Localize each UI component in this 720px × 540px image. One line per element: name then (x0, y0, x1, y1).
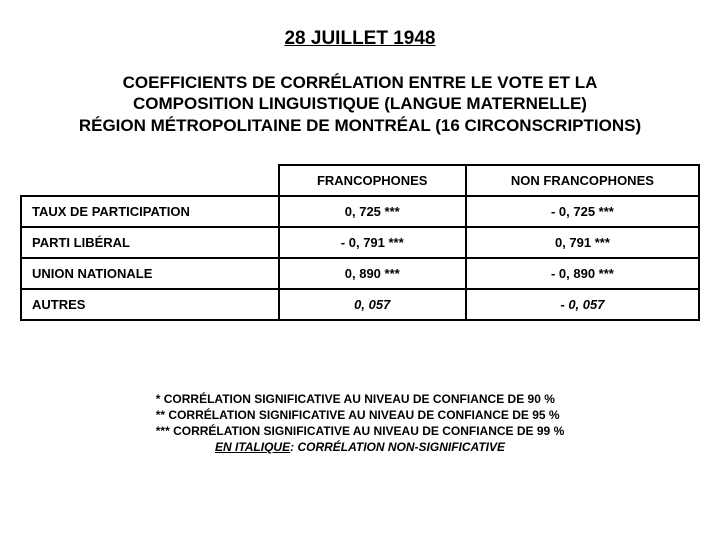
cell-nonfranco: - 0, 057 (466, 289, 699, 320)
row-label: PARTI LIBÉRAL (21, 227, 279, 258)
row-label: UNION NATIONALE (21, 258, 279, 289)
header-empty (21, 165, 279, 196)
cell-franco: - 0, 791 *** (279, 227, 466, 258)
legend-90: * CORRÉLATION SIGNIFICATIVE AU NIVEAU DE… (156, 391, 565, 407)
table-header-row: FRANCOPHONES NON FRANCOPHONES (21, 165, 699, 196)
cell-franco: 0, 725 *** (279, 196, 466, 227)
correlation-table: FRANCOPHONES NON FRANCOPHONES TAUX DE PA… (20, 164, 700, 321)
cell-nonfranco: - 0, 725 *** (466, 196, 699, 227)
legend: * CORRÉLATION SIGNIFICATIVE AU NIVEAU DE… (20, 391, 700, 456)
table-row: PARTI LIBÉRAL - 0, 791 *** 0, 791 *** (21, 227, 699, 258)
subtitle-line2: COMPOSITION LINGUISTIQUE (LANGUE MATERNE… (133, 94, 587, 113)
cell-nonfranco: 0, 791 *** (466, 227, 699, 258)
cell-franco: 0, 890 *** (279, 258, 466, 289)
header-francophones: FRANCOPHONES (279, 165, 466, 196)
header-non-francophones: NON FRANCOPHONES (466, 165, 699, 196)
subtitle-line3: RÉGION MÉTROPOLITAINE DE MONTRÉAL (16 CI… (79, 116, 641, 135)
subtitle: COEFFICIENTS DE CORRÉLATION ENTRE LE VOT… (20, 72, 700, 136)
row-label: AUTRES (21, 289, 279, 320)
table-row: AUTRES 0, 057 - 0, 057 (21, 289, 699, 320)
legend-italic-label: EN ITALIQUE (215, 440, 290, 454)
legend-italic: EN ITALIQUE: CORRÉLATION NON-SIGNIFICATI… (156, 439, 565, 455)
row-label: TAUX DE PARTICIPATION (21, 196, 279, 227)
cell-franco: 0, 057 (279, 289, 466, 320)
legend-99: *** CORRÉLATION SIGNIFICATIVE AU NIVEAU … (156, 423, 565, 439)
table-row: UNION NATIONALE 0, 890 *** - 0, 890 *** (21, 258, 699, 289)
cell-nonfranco: - 0, 890 *** (466, 258, 699, 289)
legend-italic-text: : CORRÉLATION NON-SIGNIFICATIVE (290, 440, 505, 454)
page-title: 28 JUILLET 1948 (20, 28, 700, 50)
legend-95: ** CORRÉLATION SIGNIFICATIVE AU NIVEAU D… (156, 407, 565, 423)
subtitle-line1: COEFFICIENTS DE CORRÉLATION ENTRE LE VOT… (123, 73, 598, 92)
table-row: TAUX DE PARTICIPATION 0, 725 *** - 0, 72… (21, 196, 699, 227)
